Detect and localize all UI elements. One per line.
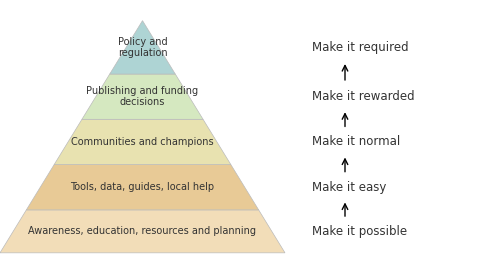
- Text: Make it possible: Make it possible: [312, 225, 408, 238]
- Polygon shape: [26, 165, 258, 210]
- Polygon shape: [82, 74, 203, 119]
- Text: Make it normal: Make it normal: [312, 135, 401, 148]
- Polygon shape: [54, 119, 231, 165]
- Polygon shape: [110, 21, 176, 74]
- Text: Awareness, education, resources and planning: Awareness, education, resources and plan…: [28, 226, 256, 236]
- Polygon shape: [0, 210, 285, 253]
- Text: Publishing and funding
decisions: Publishing and funding decisions: [86, 86, 198, 108]
- Text: Make it rewarded: Make it rewarded: [312, 90, 415, 103]
- Text: Communities and champions: Communities and champions: [71, 137, 214, 147]
- Text: Make it required: Make it required: [312, 41, 409, 54]
- Text: Tools, data, guides, local help: Tools, data, guides, local help: [70, 182, 215, 192]
- Text: Policy and
regulation: Policy and regulation: [118, 37, 168, 58]
- Text: Make it easy: Make it easy: [312, 181, 387, 194]
